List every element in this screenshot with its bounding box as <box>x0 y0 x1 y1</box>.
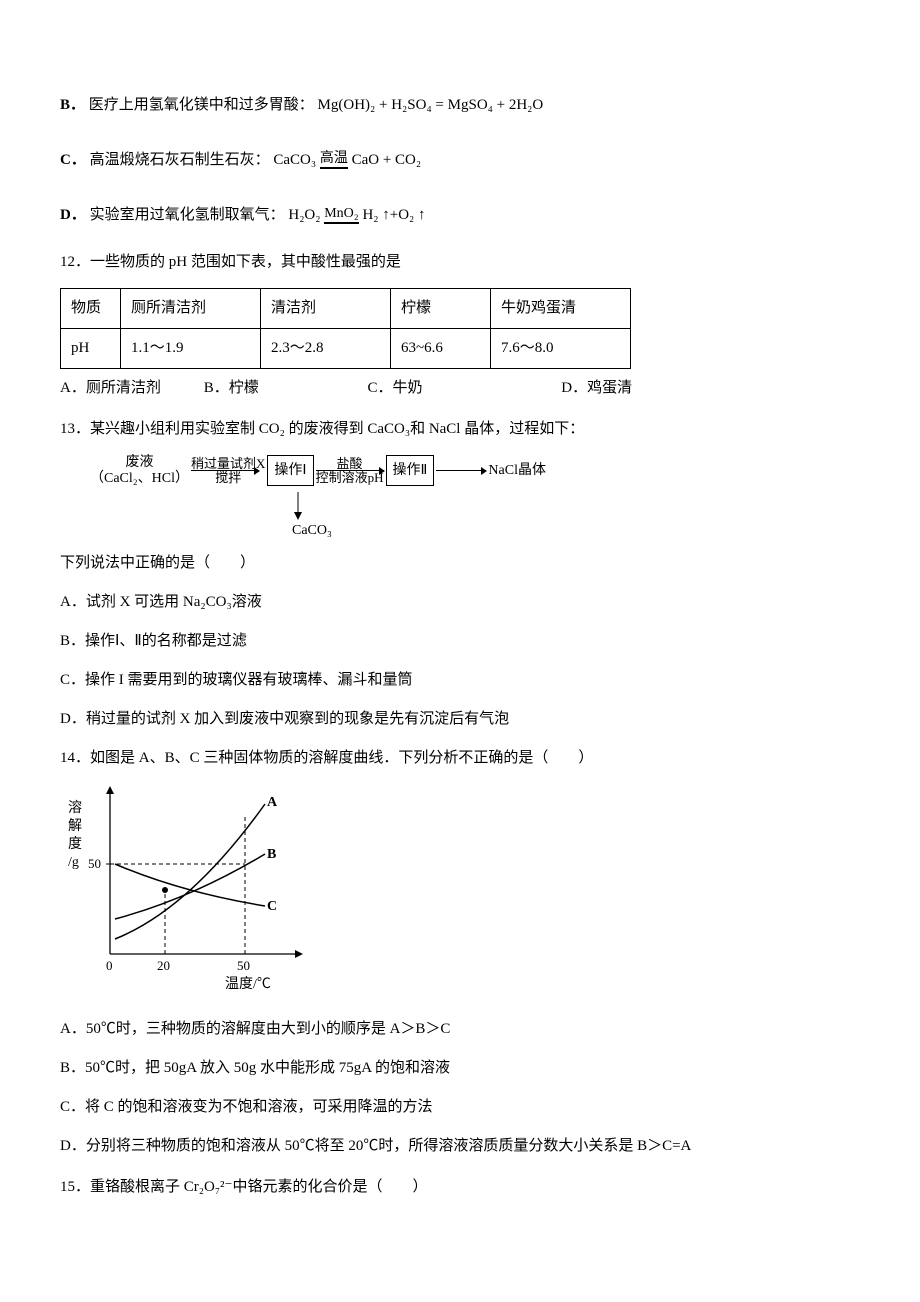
ph-col-4: 牛奶鸡蛋清 <box>491 289 631 329</box>
text-B: 医疗上用氢氧化镁中和过多胃酸： <box>89 97 314 113</box>
flow-down-label: CaCO₃ <box>292 523 332 538</box>
eq-D-left: H₂O₂ <box>288 207 320 223</box>
q12-text: 一些物质的 pH 范围如下表，其中酸性最强的是 <box>90 254 401 270</box>
q14-opt-A: A．50℃时，三种物质的溶解度由大到小的顺序是 A＞B＞C <box>60 1016 860 1043</box>
q12-num: 12． <box>60 254 90 270</box>
ph-col-3: 柠檬 <box>391 289 491 329</box>
ph-cell-1: 1.1～1.9 <box>121 329 261 369</box>
q14-stem: 14．如图是 A、B、C 三种固体物质的溶解度曲线．下列分析不正确的是（ ） <box>60 745 860 772</box>
flow-start-top: 废液 <box>126 455 154 470</box>
flow-arrow2: 盐酸 控制溶液pH <box>316 457 384 484</box>
ph-cell-2: 2.3～2.8 <box>261 329 391 369</box>
q13-opt-A: A．试剂 X 可选用 Na₂CO₃溶液 <box>60 589 860 616</box>
flow-start-bot: （CaCl₂、HCl） <box>90 471 189 486</box>
q12-opt-D: D．鸡蛋清 <box>561 375 632 402</box>
text-D: 实验室用过氧化氢制取氧气： <box>90 207 285 223</box>
q14-opt-B: B．50℃时，把 50gA 放入 50g 水中能形成 75gA 的饱和溶液 <box>60 1055 860 1082</box>
ph-cell-3: 63~6.6 <box>391 329 491 369</box>
eq-C-right: CaO + CO₂ <box>352 152 422 168</box>
eq-D-bar <box>324 222 358 224</box>
solubility-svg: 溶解度/g 50 0 20 50 温度/℃ A B C <box>60 784 320 994</box>
flow-a2-bot: 控制溶液pH <box>316 471 384 484</box>
q12-opt-A: A．厕所清洁剂 <box>60 375 200 402</box>
q14-text: 如图是 A、B、C 三种固体物质的溶解度曲线．下列分析不正确的是（ ） <box>90 750 593 766</box>
eq-D-cond-text: MnO₂ <box>324 207 358 221</box>
svg-text:温度/℃: 温度/℃ <box>225 976 271 992</box>
flow-arrow3 <box>436 457 486 484</box>
q12-options: A．厕所清洁剂 B．柠檬 C．牛奶 D．鸡蛋清 <box>60 375 860 402</box>
ph-col-1: 厕所清洁剂 <box>121 289 261 329</box>
flow-down: CaCO₃ <box>292 492 860 538</box>
q13-opt-C: C．操作 I 需要用到的玻璃仪器有玻璃棒、漏斗和量筒 <box>60 667 860 694</box>
eq-C-bar <box>320 167 348 169</box>
eq-C-condition: 高温 <box>320 152 348 170</box>
option-B-line: B． 医疗上用氢氧化镁中和过多胃酸： Mg(OH)₂ + H₂SO₄ = MgS… <box>60 92 860 119</box>
q13-text: 某兴趣小组利用实验室制 CO₂ 的废液得到 CaCO₃和 NaCl 晶体，过程如… <box>90 421 584 437</box>
flow-arrow1: 稍过量试剂X 搅拌 <box>191 457 265 484</box>
ph-col-2: 清洁剂 <box>261 289 391 329</box>
q13-opt-D: D．稍过量的试剂 X 加入到废液中观察到的现象是先有沉淀后有气泡 <box>60 706 860 733</box>
label-D: D． <box>60 207 86 223</box>
solubility-chart: 溶解度/g 50 0 20 50 温度/℃ A B C <box>60 784 860 1004</box>
q13-tail: 下列说法中正确的是（ ） <box>60 550 860 577</box>
svg-text:C: C <box>267 899 277 914</box>
svg-text:/g: /g <box>68 855 79 870</box>
flow-box1: 操作Ⅰ <box>267 455 313 486</box>
q14-num: 14． <box>60 750 90 766</box>
option-C-line: C． 高温煅烧石灰石制生石灰： CaCO₃ 高温 CaO + CO₂ <box>60 147 860 174</box>
down-arrow-icon <box>292 492 304 520</box>
flow-a2-top: 盐酸 <box>316 457 384 470</box>
svg-text:A: A <box>267 795 278 810</box>
eq-D-right: H₂ ↑+O₂ ↑ <box>362 207 425 223</box>
q15-text: 重铬酸根离子 Cr₂O₇²⁻中铬元素的化合价是（ ） <box>90 1179 427 1195</box>
svg-text:度: 度 <box>68 836 82 852</box>
svg-text:50: 50 <box>88 856 101 871</box>
svg-text:B: B <box>267 847 276 862</box>
eq-C-cond-text: 高温 <box>320 152 348 166</box>
q15-num: 15． <box>60 1179 90 1195</box>
q12-opt-B: B．柠檬 <box>204 375 364 402</box>
svg-text:20: 20 <box>157 958 170 973</box>
q12-stem: 12．一些物质的 pH 范围如下表，其中酸性最强的是 <box>60 249 860 276</box>
equation-B: Mg(OH)₂ + H₂SO₄ = MgSO₄ + 2H₂O <box>318 97 544 113</box>
flow-end: NaCl晶体 <box>488 458 546 483</box>
q13-num: 13． <box>60 421 90 437</box>
text-C: 高温煅烧石灰石制生石灰： <box>90 152 270 168</box>
q13-flowchart: 废液 （CaCl₂、HCl） 稍过量试剂X 搅拌 操作Ⅰ 盐酸 控制溶液pH 操… <box>90 455 860 486</box>
label-B: B． <box>60 97 85 113</box>
eq-D-condition: MnO₂ <box>324 207 358 225</box>
svg-text:0: 0 <box>106 958 113 973</box>
q14-opt-D: D．分别将三种物质的饱和溶液从 50℃将至 20℃时，所得溶液溶质质量分数大小关… <box>60 1133 860 1160</box>
label-C: C． <box>60 152 86 168</box>
option-D-line: D． 实验室用过氧化氢制取氧气： H₂O₂ MnO₂ H₂ ↑+O₂ ↑ <box>60 202 860 229</box>
q14-opt-C: C．将 C 的饱和溶液变为不饱和溶液，可采用降温的方法 <box>60 1094 860 1121</box>
ph-col-0: 物质 <box>61 289 121 329</box>
ph-cell-4: 7.6～8.0 <box>491 329 631 369</box>
q13-stem: 13．某兴趣小组利用实验室制 CO₂ 的废液得到 CaCO₃和 NaCl 晶体，… <box>60 416 860 443</box>
svg-text:溶: 溶 <box>68 800 82 816</box>
ph-table: 物质厕所清洁剂清洁剂柠檬牛奶鸡蛋清 pH1.1～1.92.3～2.863~6.67… <box>60 288 631 369</box>
svg-text:50: 50 <box>237 958 250 973</box>
ph-cell-0: pH <box>61 329 121 369</box>
q12-opt-C: C．牛奶 <box>368 375 558 402</box>
q15-stem: 15．重铬酸根离子 Cr₂O₇²⁻中铬元素的化合价是（ ） <box>60 1174 860 1201</box>
flow-box2: 操作Ⅱ <box>386 455 435 486</box>
q13-opt-B: B．操作Ⅰ、Ⅱ的名称都是过滤 <box>60 628 860 655</box>
svg-text:解: 解 <box>68 818 82 834</box>
eq-C-left: CaCO₃ <box>273 152 316 168</box>
flow-start: 废液 （CaCl₂、HCl） <box>90 455 189 486</box>
